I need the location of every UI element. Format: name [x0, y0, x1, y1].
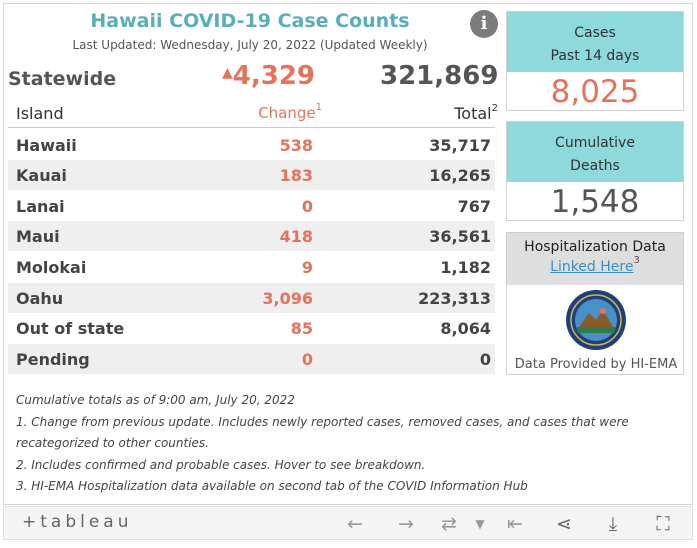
cumulative-deaths-value: 1,548 — [550, 184, 640, 220]
island-change: 0 — [301, 350, 313, 369]
tableau-logo-text: +tableau — [22, 512, 133, 532]
cases-card-line1: Cases — [574, 25, 616, 41]
cases-card-line2: Past 14 days — [550, 48, 640, 64]
table-row[interactable]: Hawaii 538 35,717 — [8, 130, 495, 160]
chevron-down-icon[interactable]: ▼ — [475, 517, 485, 531]
island-name: Hawaii — [16, 136, 77, 155]
table-row[interactable]: Oahu 3,096 223,313 — [8, 283, 495, 313]
deaths-card-header: Cumulative Deaths — [507, 122, 683, 182]
table-row[interactable]: Maui 418 36,561 — [8, 221, 495, 251]
footnote-line: 3. HI-EMA Hospitalization data available… — [16, 479, 528, 493]
change-footnote-marker: 1 — [315, 102, 322, 113]
total-footnote-marker: 2 — [491, 102, 498, 114]
hospitalization-link[interactable]: Linked Here — [550, 259, 634, 275]
hospitalization-link-wrap: Linked Here3 — [550, 254, 640, 275]
redo-icon[interactable]: → — [398, 513, 414, 535]
undo-icon[interactable]: ← — [347, 513, 363, 535]
table-row[interactable]: Molokai 9 1,182 — [8, 252, 495, 282]
revert-icon[interactable]: ⇄ — [441, 513, 457, 535]
table-row[interactable]: Out of state 85 8,064 — [8, 313, 495, 343]
deaths-card-line2: Deaths — [570, 158, 620, 174]
statewide-change-value: 4,329 — [232, 61, 316, 91]
island-name: Out of state — [16, 319, 125, 338]
island-name: Maui — [16, 227, 60, 246]
island-change: 0 — [301, 197, 313, 216]
last-updated-text: Last Updated: Wednesday, July 20, 2022 (… — [72, 38, 428, 52]
up-arrow-icon: ▲ — [222, 65, 233, 81]
total-header-label: Total — [454, 104, 492, 123]
footnote-line: 1. Change from previous update. Includes… — [16, 414, 629, 429]
island-name: Lanai — [16, 197, 65, 216]
island-name: Molokai — [16, 258, 87, 277]
island-total: 35,717 — [429, 136, 491, 155]
fullscreen-icon[interactable]: ⛶ — [656, 513, 670, 535]
island-total: 1,182 — [440, 258, 491, 277]
statewide-total[interactable]: 321,869 — [380, 61, 499, 91]
footnotes: Cumulative totals as of 9:00 am, July 20… — [16, 390, 686, 498]
dashboard-title: Hawaii COVID-19 Case Counts — [90, 10, 410, 32]
tableau-toolbar: +tableau ← → ⇄ ▼ ⇤ ⋖ ⤓ ⛶ — [3, 506, 693, 540]
cases-14-day-value: 8,025 — [550, 74, 640, 110]
island-name: Oahu — [16, 289, 64, 308]
column-header-change[interactable]: Change1 — [222, 102, 322, 122]
column-header-island[interactable]: Island — [16, 104, 64, 123]
cumulative-deaths-card[interactable]: Cumulative Deaths 1,548 — [506, 121, 684, 221]
table-row[interactable]: Lanai 0 767 — [8, 191, 495, 221]
island-total: 767 — [457, 197, 491, 216]
download-icon[interactable]: ⤓ — [608, 513, 618, 535]
island-change: 538 — [279, 136, 313, 155]
island-change: 418 — [279, 227, 313, 246]
share-icon[interactable]: ⋖ — [556, 513, 572, 535]
cases-card-header: Cases Past 14 days — [507, 12, 683, 72]
cases-14-day-card[interactable]: Cases Past 14 days 8,025 — [506, 11, 684, 111]
info-icon[interactable]: i — [470, 10, 498, 38]
hospitalization-header: Hospitalization Data Linked Here3 — [507, 233, 683, 285]
table-row[interactable]: Pending 0 0 — [8, 344, 495, 374]
island-total: 16,265 — [429, 166, 491, 185]
statewide-change[interactable]: ▲4,329 — [222, 61, 322, 91]
change-header-label: Change — [258, 104, 316, 122]
island-total: 36,561 — [429, 227, 491, 246]
island-change: 3,096 — [262, 289, 313, 308]
hi-ema-seal-icon — [566, 290, 626, 350]
island-change: 85 — [290, 319, 313, 338]
deaths-card-line1: Cumulative — [555, 135, 635, 151]
island-name: Kauai — [16, 166, 67, 185]
island-total: 223,313 — [418, 289, 491, 308]
column-header-total[interactable]: Total2 — [400, 102, 498, 123]
footnote-line: recategorized to other counties. — [16, 436, 209, 450]
footnote-line: Cumulative totals as of 9:00 am, July 20… — [16, 393, 295, 407]
link-footnote-marker: 3 — [633, 254, 640, 266]
hospitalization-card: Hospitalization Data Linked Here3 Data P… — [506, 232, 684, 375]
island-change: 183 — [279, 166, 313, 185]
tableau-logo[interactable]: +tableau — [22, 512, 133, 532]
header-divider — [8, 127, 495, 128]
island-change: 9 — [301, 258, 313, 277]
island-total: 0 — [479, 350, 491, 369]
pause-icon[interactable]: ⇤ — [507, 513, 523, 535]
island-total: 8,064 — [440, 319, 491, 338]
data-credit: Data Provided by HI-EMA — [514, 357, 678, 372]
island-name: Pending — [16, 350, 90, 369]
statewide-label: Statewide — [8, 68, 117, 90]
footnote-line: 2. Includes confirmed and probable cases… — [16, 457, 426, 472]
table-row[interactable]: Kauai 183 16,265 — [8, 160, 495, 190]
hospitalization-title: Hospitalization Data — [524, 239, 666, 255]
